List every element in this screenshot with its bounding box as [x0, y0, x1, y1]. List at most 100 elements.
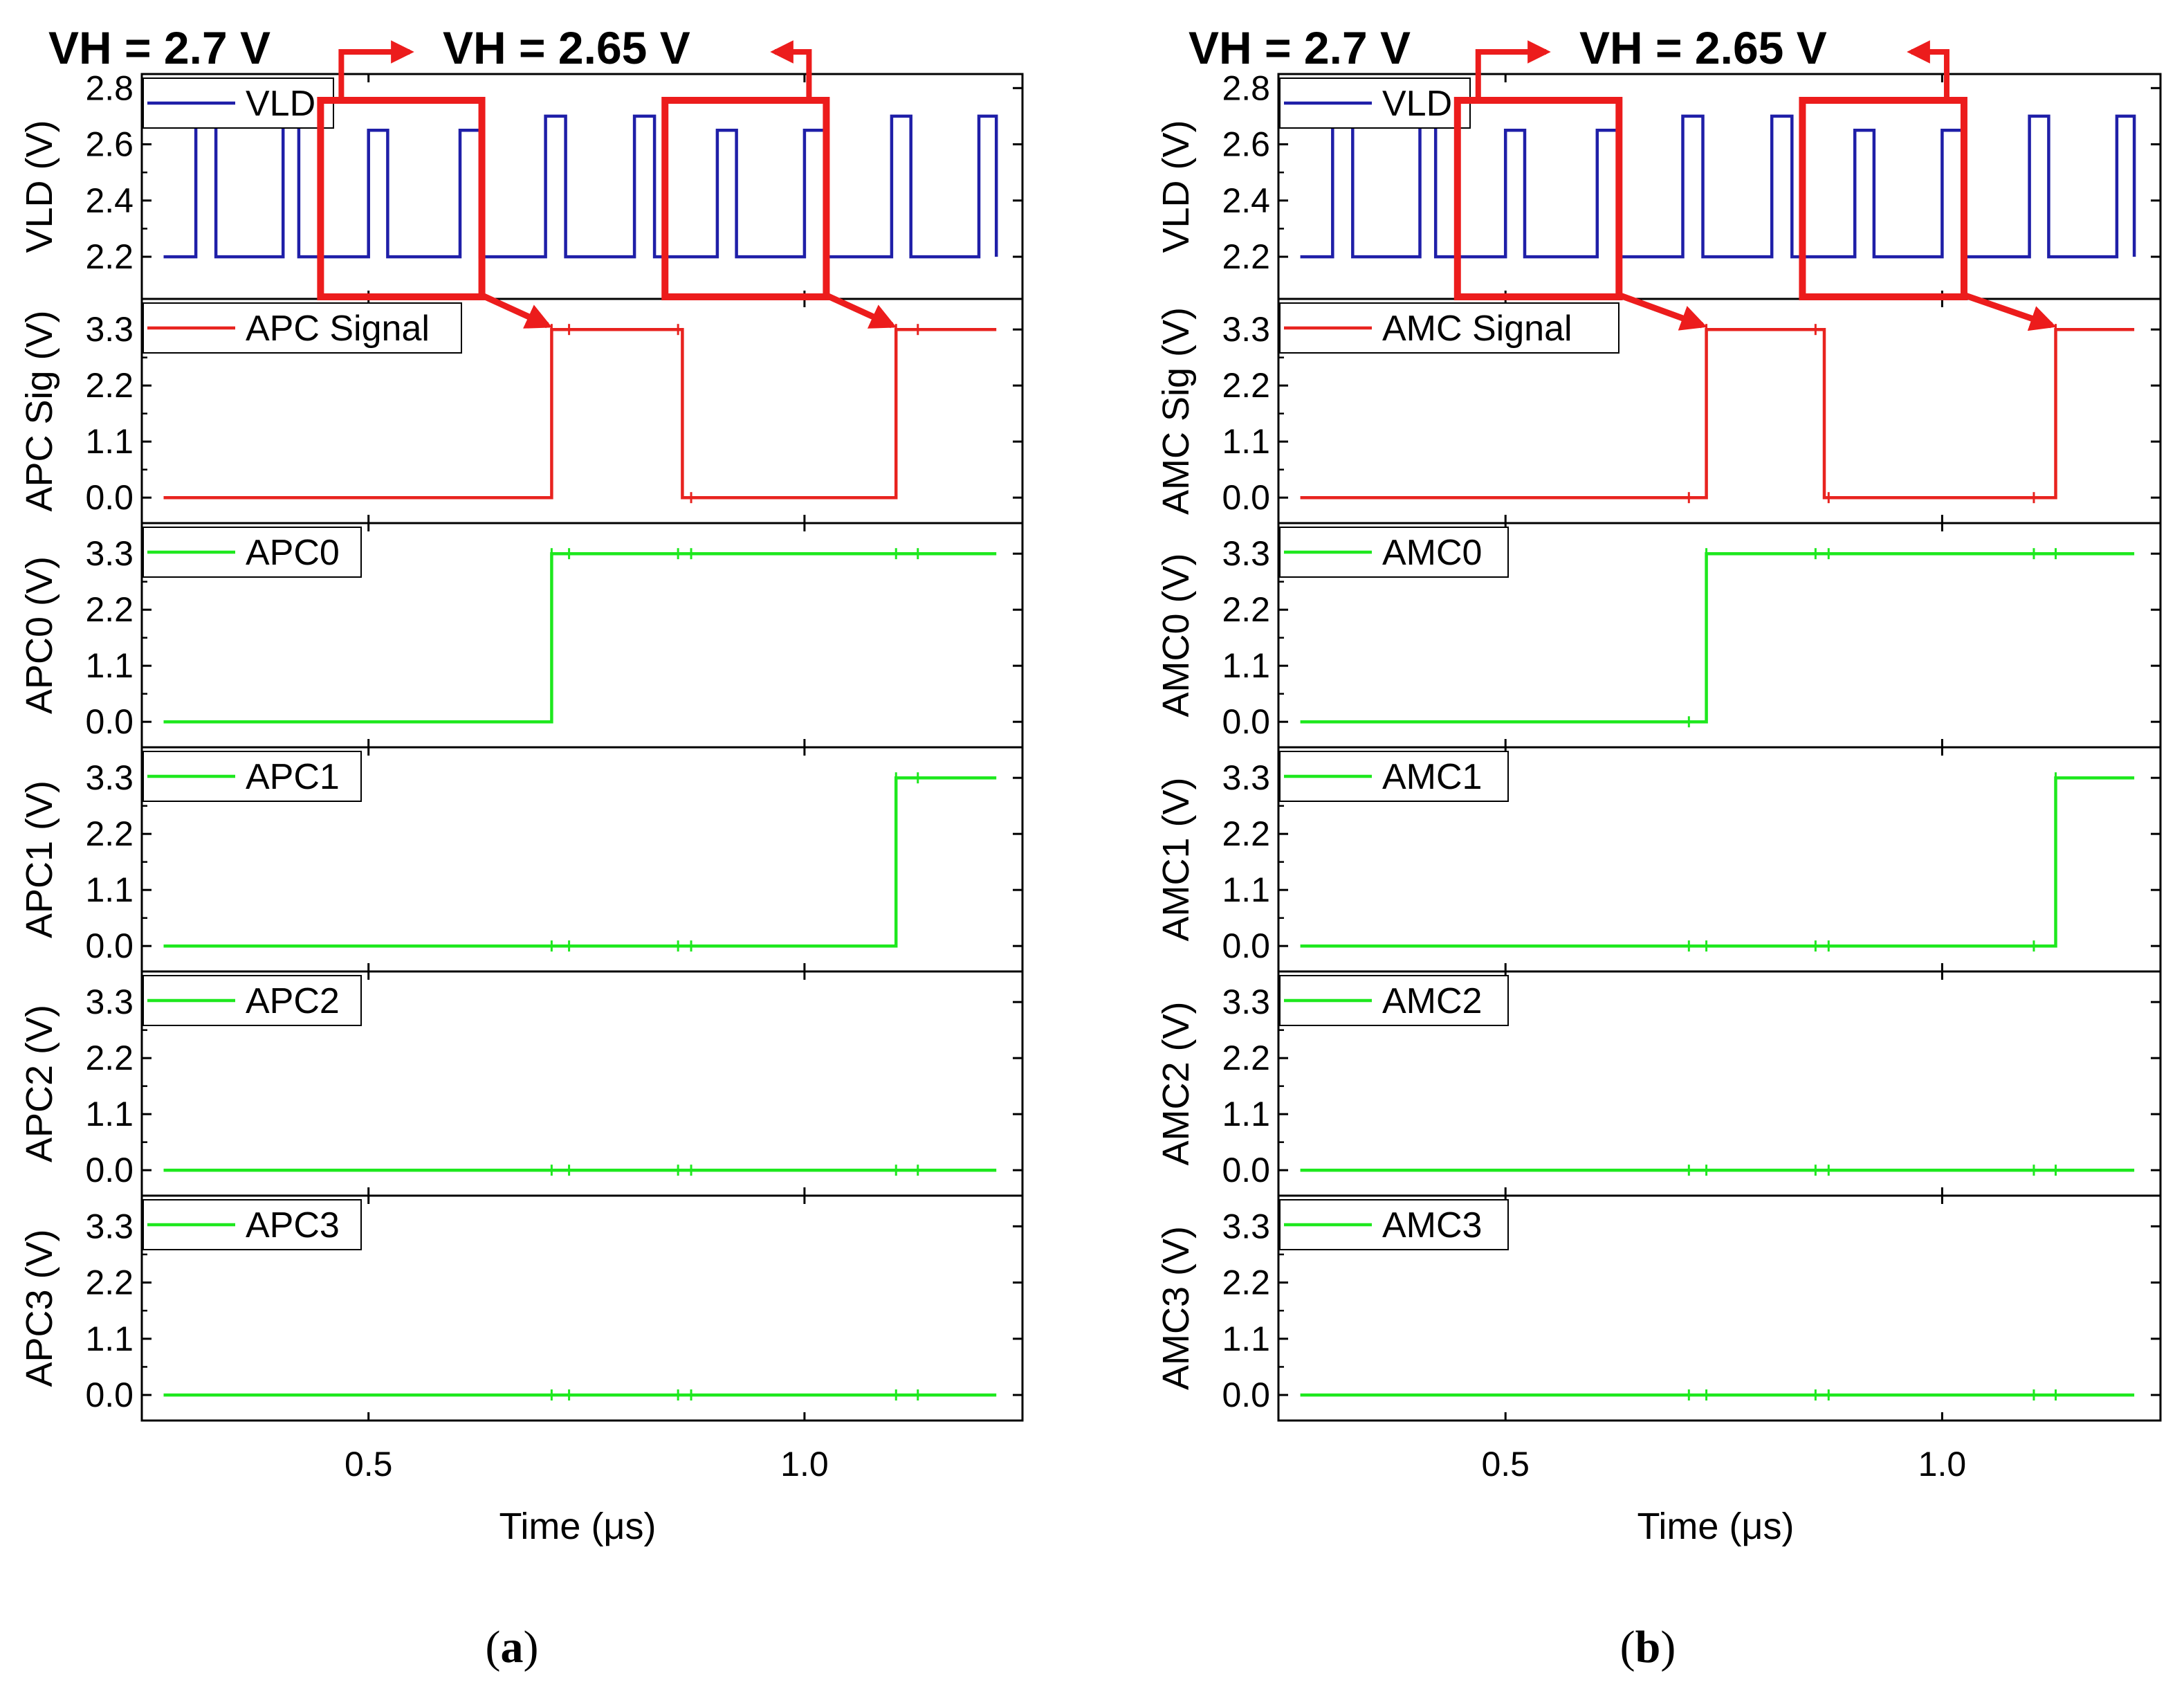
- y-axis-title: VLD (V): [1155, 120, 1197, 253]
- y-tick-label: 1.1: [85, 1320, 134, 1358]
- legend-label: APC Signal: [246, 309, 430, 349]
- y-tick-label: 0.0: [85, 1376, 134, 1414]
- legend-label: AMC2: [1382, 981, 1482, 1021]
- highlight-box: [1799, 97, 1967, 300]
- row-vld: 2.2 2.4 2.6 2.8 VLD (V) VLD: [1155, 69, 2162, 300]
- panel-b: VH = 2.7 V VH = 2.65 V 2.2 2.4 2.6 2.8 VLD (…: [1155, 22, 2162, 1672]
- y-tick-label: 3.3: [85, 1207, 134, 1245]
- legend-label: VLD: [246, 84, 315, 124]
- x-axis: 0.5 1.0: [345, 1445, 829, 1483]
- legend: AMC3: [1279, 1199, 1509, 1250]
- plot-frame: [1277, 1194, 2162, 1422]
- legend-label: APC3: [246, 1205, 340, 1245]
- y-tick-label: 2.2: [85, 1263, 134, 1302]
- row-bit1: 0.0 1.1 2.2 3.3 AMC1 (V) AMC1: [1155, 746, 2162, 973]
- vh-label-left: VH = 2.7 V: [48, 22, 270, 73]
- legend-label: APC1: [246, 757, 340, 797]
- y-tick-label: 0.0: [85, 926, 134, 965]
- y-tick-label: 3.3: [1222, 534, 1270, 573]
- row-bit1: 0.0 1.1 2.2 3.3 APC1 (V) APC1: [19, 746, 1024, 973]
- y-tick-label: 0.0: [1222, 478, 1270, 517]
- highlight-arrow: [1960, 291, 2057, 331]
- y-axis-title: AMC1 (V): [1155, 777, 1197, 941]
- series-line-bit1: [163, 776, 997, 948]
- y-tick-label: 1.1: [85, 646, 134, 685]
- y-tick-label: 0.0: [1222, 1151, 1270, 1189]
- x-tick-label: 0.5: [345, 1445, 393, 1483]
- legend: APC1: [143, 751, 362, 802]
- row-bit3: 0.0 1.1 2.2 3.3 AMC3 (V) AMC3: [1155, 1194, 2162, 1422]
- y-axis-title: APC1 (V): [19, 780, 60, 938]
- legend: APC Signal: [143, 302, 462, 354]
- y-axis-title: AMC2 (V): [1155, 1001, 1197, 1165]
- legend-box: [143, 1199, 362, 1250]
- legend-label: AMC3: [1382, 1205, 1482, 1245]
- y-tick-label: 2.2: [85, 1039, 134, 1077]
- y-tick-label: 2.2: [1222, 237, 1270, 276]
- y-tick-label: 2.8: [1222, 69, 1270, 107]
- y-tick-label: 1.1: [85, 870, 134, 909]
- y-tick-label: 3.3: [85, 534, 134, 573]
- series-line-vld: [1300, 114, 2136, 259]
- highlight-box: [1453, 97, 1623, 300]
- y-axis-title: APC0 (V): [19, 556, 60, 714]
- y-tick-label: 3.3: [85, 758, 134, 797]
- y-tick-label: 2.2: [1222, 1039, 1270, 1077]
- y-axis-title: AMC Sig (V): [1155, 307, 1197, 515]
- row-bit3: 0.0 1.1 2.2 3.3 APC3 (V) APC3: [19, 1194, 1024, 1422]
- highlight-arrow: [1615, 291, 1707, 331]
- y-tick-label: 3.3: [85, 983, 134, 1021]
- y-tick-label: 2.2: [85, 814, 134, 853]
- highlight-annotations: [1453, 40, 2057, 331]
- y-tick-label: 2.4: [1222, 181, 1270, 220]
- series-line-signal: [1300, 327, 2135, 500]
- y-tick-label: 2.2: [1222, 1263, 1270, 1302]
- y-axis-title: APC2 (V): [19, 1005, 60, 1162]
- y-tick-label: 0.0: [85, 702, 134, 741]
- highlight-arrow: [822, 291, 897, 329]
- y-tick-label: 1.1: [85, 422, 134, 461]
- row-bit0: 0.0 1.1 2.2 3.3 APC0 (V) APC0: [19, 522, 1024, 749]
- legend: VLD: [143, 77, 334, 129]
- vh-label-left: VH = 2.7 V: [1189, 22, 1411, 73]
- y-axis-title: APC Sig (V): [19, 310, 60, 511]
- y-tick-label: 0.0: [85, 478, 134, 517]
- y-tick-label: 0.0: [1222, 1376, 1270, 1414]
- legend: AMC2: [1279, 975, 1509, 1026]
- legend-box: [143, 751, 362, 802]
- legend-label: AMC1: [1382, 757, 1482, 797]
- highlight-box: [317, 97, 486, 300]
- legend-label: AMC0: [1382, 533, 1482, 573]
- y-axis-title: VLD (V): [19, 120, 60, 253]
- legend: AMC1: [1279, 751, 1509, 802]
- legend-label: APC2: [246, 981, 340, 1021]
- y-tick-label: 0.0: [1222, 926, 1270, 965]
- legend: APC0: [143, 527, 362, 578]
- y-tick-label: 0.0: [1222, 702, 1270, 741]
- vh-arrow-left: [1475, 40, 1551, 100]
- y-axis-title: AMC0 (V): [1155, 553, 1197, 717]
- series-line-vld: [163, 114, 998, 259]
- y-tick-label: 1.1: [1222, 646, 1270, 685]
- y-tick-label: 2.2: [1222, 814, 1270, 853]
- legend: APC3: [143, 1199, 362, 1250]
- y-tick-label: 3.3: [85, 310, 134, 349]
- series-line-signal: [163, 327, 997, 500]
- highlight-arrow: [477, 291, 553, 329]
- y-tick-label: 2.8: [85, 69, 134, 107]
- highlight-annotations: [317, 40, 897, 329]
- y-axis-title: AMC3 (V): [1155, 1226, 1197, 1390]
- y-tick-label: 2.2: [85, 590, 134, 629]
- row-bit2: 0.0 1.1 2.2 3.3 AMC2 (V) AMC2: [1155, 970, 2162, 1197]
- legend: AMC Signal: [1279, 302, 1619, 354]
- vh-arrow-right: [1907, 40, 1949, 100]
- x-tick-label: 1.0: [1918, 1445, 1967, 1483]
- legend: VLD: [1279, 77, 1471, 129]
- vh-arrow-right: [770, 40, 812, 100]
- legend-label: VLD: [1382, 84, 1452, 124]
- y-tick-label: 1.1: [1222, 1095, 1270, 1133]
- x-axis: 0.5 1.0: [1481, 1445, 1966, 1483]
- y-tick-label: 2.2: [1222, 590, 1270, 629]
- legend: APC2: [143, 975, 362, 1026]
